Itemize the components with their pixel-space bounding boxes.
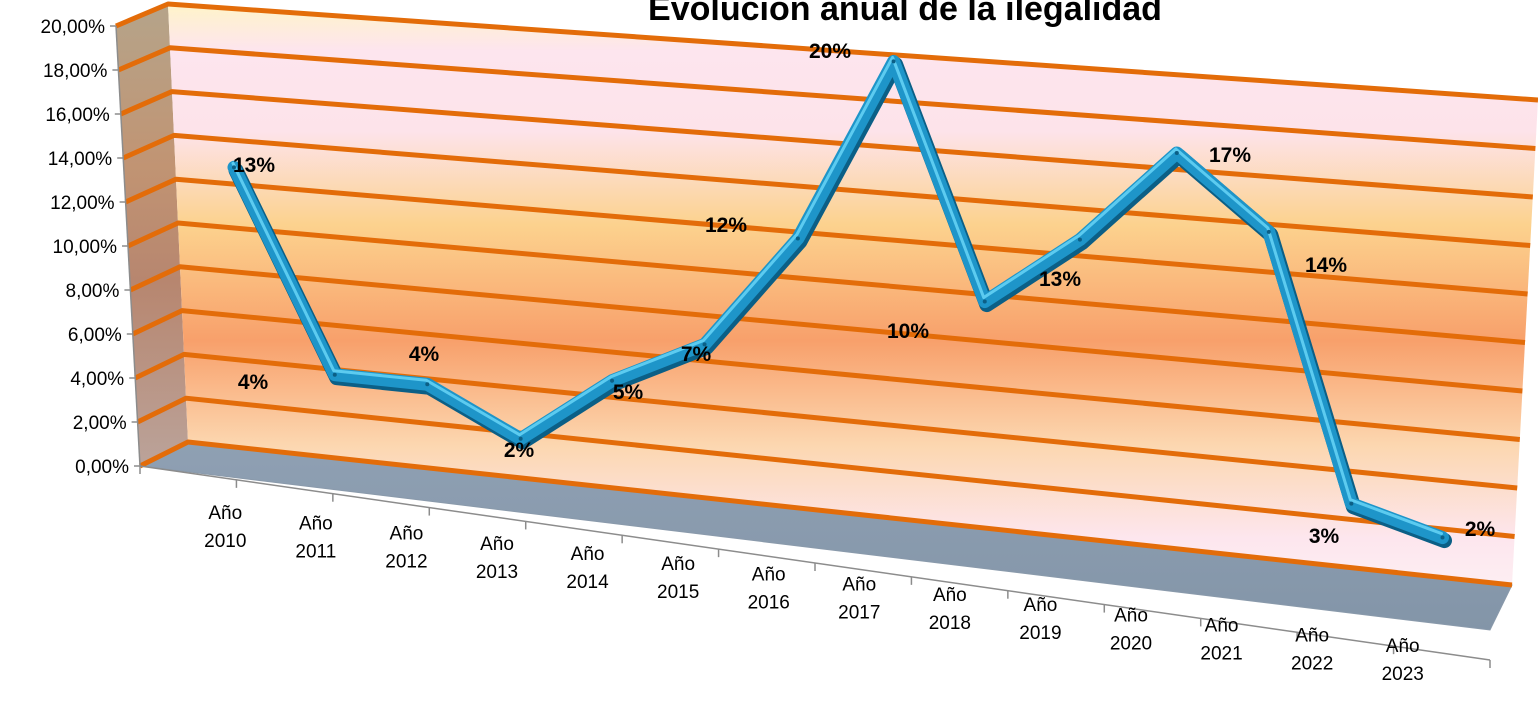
y-tick-label: 16,00% xyxy=(45,105,110,126)
y-tick-label: 8,00% xyxy=(66,281,120,302)
data-label: 5% xyxy=(613,381,644,404)
data-label: 17% xyxy=(1209,144,1251,167)
data-point xyxy=(518,436,523,441)
gridline xyxy=(124,176,1528,297)
data-point xyxy=(702,342,707,347)
x-tick-label: Año 2011 xyxy=(295,513,336,562)
y-tick-label: 20,00% xyxy=(41,17,106,38)
x-tick-label: Año 2012 xyxy=(385,524,427,573)
gridlines xyxy=(115,1,1538,588)
y-tick-label: 4,00% xyxy=(70,369,124,390)
x-tick-label: Año 2020 xyxy=(1110,605,1152,654)
gridline xyxy=(119,89,1533,200)
y-tick-label: 12,00% xyxy=(50,193,115,214)
x-tick-label: Año 2013 xyxy=(476,534,518,583)
gridline xyxy=(129,264,1523,394)
y-tick-label: 18,00% xyxy=(43,61,108,82)
gridline xyxy=(126,220,1526,345)
y-tick-label: 14,00% xyxy=(48,149,113,170)
data-point xyxy=(1349,501,1354,506)
back-wall xyxy=(168,4,1538,585)
data-point xyxy=(231,165,236,170)
data-point xyxy=(982,299,987,304)
chart-title: Evolución anual de la ilegalidad xyxy=(648,0,1162,28)
data-label: 2% xyxy=(504,439,535,462)
x-tick-label: Año 2014 xyxy=(566,544,609,593)
x-tick-label: Año 2021 xyxy=(1200,615,1242,664)
gridline xyxy=(134,351,1518,491)
x-tick-label: Año 2016 xyxy=(748,564,790,613)
data-point xyxy=(795,236,800,241)
data-label: 4% xyxy=(409,343,440,366)
data-label: 20% xyxy=(809,40,851,63)
data-point xyxy=(1440,535,1445,540)
x-tick-label: Año 2023 xyxy=(1382,636,1424,685)
axes: 0,00% 2,00% 4,00% 6,00% 8,00% 10,00% 12,00% 14,… xyxy=(41,17,1491,685)
data-label: 13% xyxy=(1039,268,1081,291)
data-point xyxy=(610,378,615,383)
data-point xyxy=(332,372,337,377)
gridline xyxy=(115,1,1538,103)
gridline xyxy=(138,439,1513,588)
data-labels: 13% 4% 4% 2% 5% 7% 12% 20% 10% 13% 17% 14% 3% 2% xyxy=(233,40,1496,548)
data-point xyxy=(1077,237,1082,242)
series-line xyxy=(227,54,1453,549)
y-tick-label: 0,00% xyxy=(75,457,129,478)
data-label: 3% xyxy=(1309,525,1340,548)
x-tick-label: Año 2010 xyxy=(204,503,246,552)
series-line-highlight xyxy=(231,55,1444,536)
y-tick-label: 2,00% xyxy=(73,413,127,434)
data-label: 13% xyxy=(233,154,275,177)
data-label: 4% xyxy=(238,371,269,394)
gridline xyxy=(131,308,1521,442)
data-point xyxy=(1266,229,1271,234)
data-label: 14% xyxy=(1305,254,1347,277)
data-label: 2% xyxy=(1465,518,1496,541)
x-tick-label: Año 2015 xyxy=(657,554,699,603)
gridline xyxy=(122,132,1531,248)
data-point xyxy=(425,382,430,387)
data-point xyxy=(891,59,896,64)
x-tick-label: Año 2022 xyxy=(1291,626,1333,675)
data-point xyxy=(1174,150,1179,155)
gridline xyxy=(136,395,1515,539)
x-tick-label: Año 2017 xyxy=(838,575,880,624)
series-line-body xyxy=(227,54,1450,545)
data-label: 7% xyxy=(681,343,712,366)
data-label: 10% xyxy=(887,320,929,343)
y-tick-label: 10,00% xyxy=(53,237,118,258)
x-tick-label: Año 2019 xyxy=(1019,595,1061,644)
data-label: 12% xyxy=(705,214,747,237)
gridline xyxy=(117,45,1536,151)
y-tick-label: 6,00% xyxy=(68,325,122,346)
x-tick-label: Año 2018 xyxy=(929,585,971,634)
